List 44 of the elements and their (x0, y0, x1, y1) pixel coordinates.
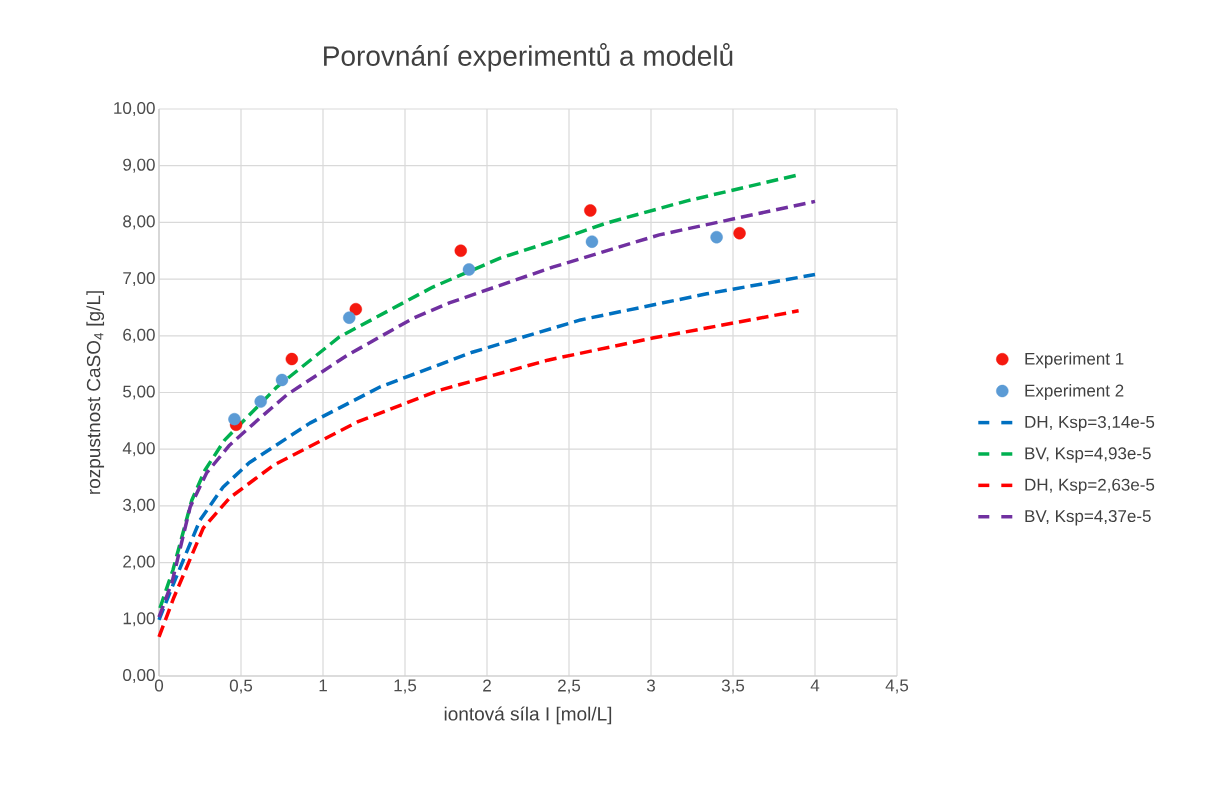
point (462, 263, 476, 276)
line-series (157, 309, 801, 639)
y-tick-label: 0,00 (123, 668, 155, 684)
x-tick-label: 1 (319, 679, 327, 692)
point (584, 204, 597, 217)
y-tick-label: 8,00 (123, 215, 155, 230)
legend-label: DH, Ksp=3,14e-5 (1025, 415, 1155, 432)
y-tick-label: 6,00 (123, 328, 155, 343)
y-tick-label: 1,00 (123, 612, 155, 627)
x-tick-label: 0,5 (229, 679, 253, 694)
x-tick-label: 4 (810, 679, 820, 692)
legend-label: Experiment 1 (1025, 352, 1124, 369)
point (349, 302, 363, 316)
point (454, 244, 467, 257)
point (343, 311, 356, 324)
y-tick-label: 4,00 (122, 442, 155, 457)
y-axis-title: rozpustnost CaSO$_{4}$ [g/L] (86, 291, 105, 494)
x-tick-label: 1,5 (394, 679, 417, 694)
point (585, 235, 599, 248)
point (285, 352, 299, 366)
x-tick-label: 0 (154, 679, 164, 692)
y-tick-label: 7,00 (123, 272, 155, 287)
x-tick-label: 2 (483, 679, 491, 692)
x-axis-title: iontová síla I [mol/L] (444, 706, 612, 725)
x-tick-label: 3 (646, 679, 655, 692)
x-tick-label: 2,5 (558, 679, 581, 694)
point (710, 230, 723, 244)
legend-label: Experiment 2 (1025, 384, 1124, 400)
x-tick-label: 3,5 (721, 679, 745, 694)
legend-label: DH, Ksp=2,63e-5 (1025, 478, 1155, 495)
x-tick-label: 4,5 (885, 679, 909, 694)
y-tick-label: 10,00 (114, 101, 155, 117)
legend-label: BV, Ksp=4,93e-5 (1025, 447, 1151, 463)
y-tick-label: 2,00 (123, 555, 155, 570)
y-tick-label: 5,00 (123, 385, 155, 400)
line-series (157, 272, 817, 622)
y-tick-label: 9,00 (123, 158, 155, 173)
chart-title: Porovnání experimentů a modelů (324, 43, 733, 72)
legend-label: BV, Ksp=4,37e-5 (1025, 510, 1151, 526)
point (733, 226, 746, 240)
point (254, 395, 267, 408)
point (275, 373, 289, 387)
point (228, 412, 241, 426)
y-tick-label: 3,00 (123, 498, 155, 513)
